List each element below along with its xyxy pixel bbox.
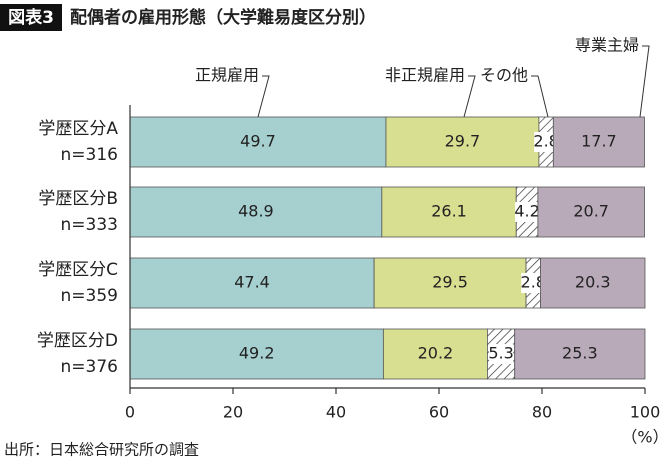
category-note: n=316 bbox=[61, 145, 118, 165]
value-label: 5.3 bbox=[488, 344, 513, 363]
unit-label: （%） bbox=[621, 428, 668, 447]
value-label: 48.9 bbox=[238, 202, 274, 221]
bar-segment bbox=[537, 186, 645, 238]
legend-leader bbox=[257, 75, 270, 118]
bar-segment bbox=[385, 116, 540, 168]
legend-leader bbox=[463, 75, 476, 118]
category-label: 学歴区分C bbox=[38, 260, 118, 280]
x-tick-label: 100 bbox=[630, 403, 661, 422]
value-label: 4.2 bbox=[514, 202, 539, 221]
legend-leader bbox=[639, 45, 650, 118]
bar-segment bbox=[129, 116, 387, 168]
value-label: 20.3 bbox=[575, 273, 611, 292]
bar-segment bbox=[381, 186, 517, 238]
bar-segment bbox=[540, 257, 646, 309]
legend-label: その他 bbox=[480, 66, 528, 85]
value-label-bg bbox=[521, 273, 546, 293]
legend-leader bbox=[531, 75, 549, 118]
x-tick-label: 40 bbox=[326, 403, 346, 422]
x-tick-label: 80 bbox=[532, 403, 552, 422]
category-label: 学歴区分D bbox=[37, 331, 118, 351]
chart-title: 配偶者の雇用形態（大学難易度区分別） bbox=[70, 7, 376, 28]
x-tick-label: 60 bbox=[429, 403, 449, 422]
value-label: 2.8 bbox=[533, 132, 558, 151]
value-label: 47.4 bbox=[234, 273, 270, 292]
bar-segment bbox=[129, 186, 383, 238]
value-label: 29.7 bbox=[445, 132, 481, 151]
bar-segment bbox=[373, 257, 527, 309]
value-label-bg bbox=[489, 344, 514, 364]
badge-box bbox=[0, 4, 62, 31]
value-label-bg bbox=[515, 202, 540, 222]
category-label: 学歴区分A bbox=[38, 119, 118, 139]
bar-segment bbox=[382, 328, 488, 380]
source: 出所：日本総合研究所の調査 bbox=[4, 441, 199, 459]
category-note: n=359 bbox=[61, 286, 118, 306]
value-label: 25.3 bbox=[562, 344, 598, 363]
value-label: 26.1 bbox=[431, 202, 467, 221]
badge: 図表3 bbox=[8, 7, 54, 28]
x-tick-label: 20 bbox=[223, 403, 243, 422]
legend-label: 正規雇用 bbox=[195, 66, 259, 85]
value-label: 17.7 bbox=[581, 132, 617, 151]
bar-segment bbox=[552, 116, 645, 168]
value-label: 20.7 bbox=[573, 202, 609, 221]
bar-segment bbox=[129, 328, 384, 380]
category-label: 学歴区分B bbox=[38, 189, 118, 209]
value-label-bg bbox=[534, 132, 559, 152]
bar-segment bbox=[129, 257, 375, 309]
legend-label: 専業主婦 bbox=[575, 36, 639, 55]
bar-segment bbox=[514, 328, 646, 380]
x-tick-label: 0 bbox=[125, 403, 135, 422]
value-label: 20.2 bbox=[418, 344, 454, 363]
value-label: 49.2 bbox=[239, 344, 275, 363]
value-label: 49.7 bbox=[240, 132, 276, 151]
value-label: 29.5 bbox=[432, 273, 468, 292]
category-note: n=333 bbox=[61, 215, 118, 235]
legend-label: 非正規雇用 bbox=[385, 66, 465, 85]
category-note: n=376 bbox=[61, 357, 118, 377]
value-label: 2.8 bbox=[521, 273, 546, 292]
